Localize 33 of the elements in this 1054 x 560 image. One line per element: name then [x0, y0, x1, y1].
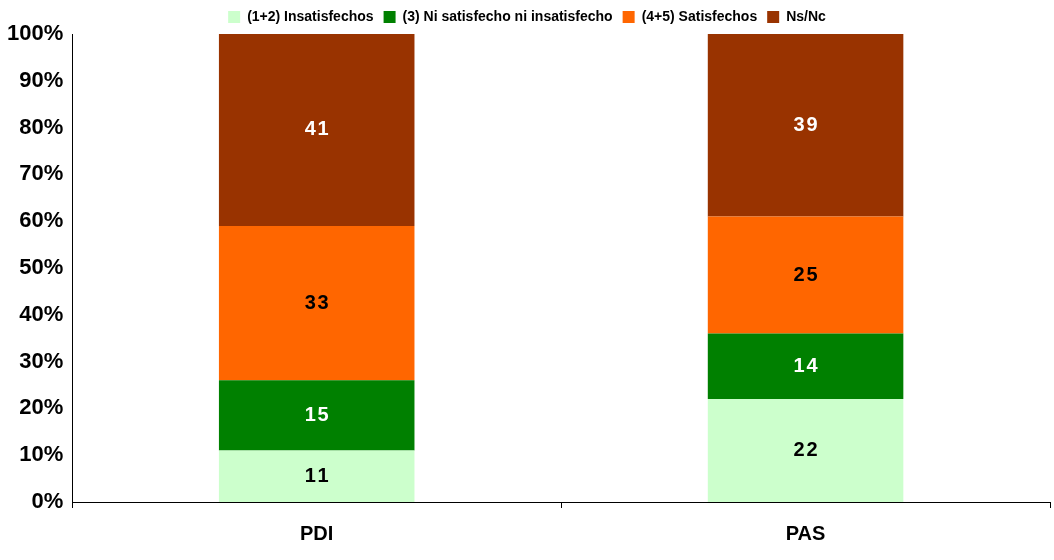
legend-label: (3) Ni satisfecho ni insatisfecho	[402, 7, 613, 24]
bar	[707, 34, 904, 217]
data-label: 1 5	[304, 402, 329, 425]
data-label: 3 3	[304, 290, 329, 313]
y-tick-label: 70%	[19, 160, 64, 186]
data-label: 1 1	[304, 463, 329, 486]
y-tick-label: 30%	[19, 347, 64, 373]
y-tick-label: 20%	[19, 394, 64, 420]
bar	[707, 333, 904, 400]
bar	[218, 380, 415, 451]
y-tick-label: 10%	[19, 441, 64, 467]
data-label: 4 1	[304, 117, 329, 140]
y-tick-label: 40%	[19, 300, 64, 326]
x-tick-label: PDI	[300, 521, 334, 544]
y-tick-label: 80%	[19, 113, 64, 139]
legend-label: (1+2) Insatisfechos	[247, 7, 374, 24]
legend-label: (4+5) Satisfechos	[641, 7, 758, 24]
legend-label: Ns/Nc	[786, 7, 827, 24]
y-tick-label: 60%	[19, 207, 64, 233]
x-tick-label: PAS	[785, 521, 826, 544]
y-tick-label: 0%	[31, 488, 64, 514]
y-tick-label: 90%	[19, 66, 64, 92]
bar	[707, 399, 904, 502]
data-label: 1 4	[793, 353, 819, 376]
data-label: 3 9	[793, 112, 818, 135]
bar	[218, 450, 415, 502]
data-label: 2 5	[793, 262, 818, 285]
bar	[707, 216, 904, 334]
data-label: 2 2	[793, 438, 818, 461]
y-tick-label: 50%	[19, 254, 64, 280]
bar	[218, 225, 415, 381]
y-tick-label: 100%	[6, 20, 64, 46]
bar	[218, 34, 415, 226]
